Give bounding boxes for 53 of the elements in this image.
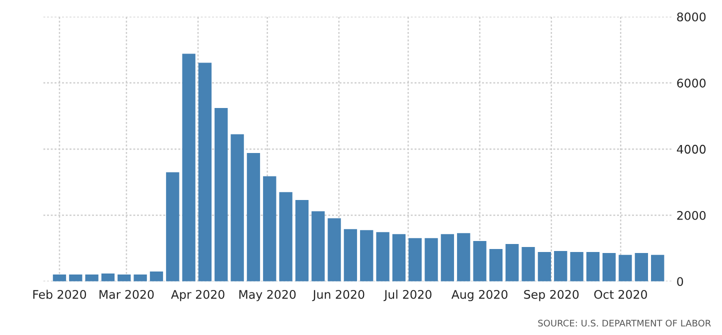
bar [651, 254, 664, 282]
bar [506, 244, 519, 282]
bar [295, 200, 309, 282]
bar [618, 254, 632, 282]
bar [634, 252, 648, 282]
bar [85, 274, 98, 282]
x-tick-label: Sep 2020 [524, 290, 579, 302]
bar [328, 218, 341, 282]
bar [408, 238, 422, 282]
source-note: SOURCE: U.S. DEPARTMENT OF LABOR [538, 320, 711, 327]
bar [198, 62, 212, 282]
x-tick-label: Apr 2020 [171, 290, 224, 302]
bar [538, 252, 552, 282]
bar [440, 234, 454, 282]
y-tick-label: 6000 [677, 78, 706, 88]
bar [246, 153, 260, 282]
bar [424, 238, 438, 282]
bar [376, 232, 390, 282]
bar [489, 248, 503, 282]
bar [52, 274, 66, 282]
y-tick-label: 0 [677, 277, 684, 286]
bar [312, 211, 325, 282]
bar [586, 252, 600, 282]
bar [230, 134, 244, 282]
bar [457, 233, 470, 282]
bar [118, 274, 131, 282]
bar [473, 241, 486, 282]
bar [182, 54, 196, 282]
bar [344, 229, 358, 282]
bar [522, 246, 535, 282]
x-tick-label: Jul 2020 [384, 290, 432, 302]
bar [602, 252, 616, 282]
bar [392, 234, 406, 282]
bar [101, 273, 115, 282]
bar [279, 192, 292, 282]
bar [263, 176, 276, 282]
x-tick-label: Aug 2020 [451, 290, 508, 302]
bar [214, 108, 228, 282]
bar [150, 271, 164, 282]
x-tick-label: Feb 2020 [33, 290, 86, 299]
x-tick-label: Mar 2020 [100, 290, 154, 299]
bar [134, 274, 147, 282]
bar [166, 172, 180, 282]
x-tick-label: May 2020 [239, 290, 296, 302]
y-tick-label: 4000 [676, 144, 706, 154]
y-tick-label: 2000 [677, 210, 706, 220]
x-tick-label: Jun 2020 [312, 290, 364, 302]
x-tick-label: Oct 2020 [594, 290, 647, 299]
bar [69, 274, 82, 282]
bar [554, 250, 568, 282]
bar [570, 252, 584, 282]
y-tick-label: 8000 [677, 12, 706, 22]
bar [360, 230, 374, 282]
